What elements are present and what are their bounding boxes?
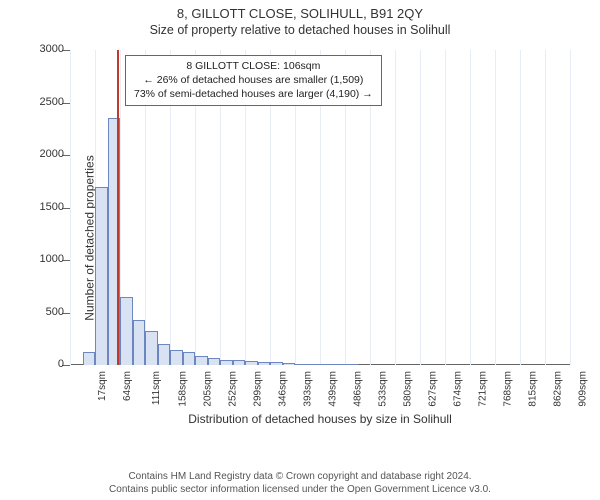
x-tick-label: 862sqm (553, 371, 564, 407)
x-tick-label: 299sqm (253, 371, 264, 407)
grid-line (420, 50, 421, 365)
histogram-bar (245, 361, 258, 365)
histogram-bar (320, 364, 333, 365)
x-tick-label: 158sqm (178, 371, 189, 407)
histogram-bar (345, 364, 358, 365)
histogram-bar (208, 358, 221, 365)
y-tick-label: 2500 (40, 96, 64, 108)
y-tick-label: 1000 (40, 253, 64, 265)
grid-line (545, 50, 546, 365)
x-tick-label: 533sqm (377, 371, 388, 407)
histogram-bar (195, 356, 208, 365)
histogram-bar (183, 352, 196, 365)
x-tick-label: 721sqm (477, 371, 488, 407)
histogram-bar (133, 320, 146, 365)
histogram-bar (220, 360, 233, 365)
plot-region: 05001000150020002500300017sqm64sqm111sqm… (70, 50, 570, 365)
histogram-bar (120, 297, 133, 365)
x-tick-label: 768sqm (502, 371, 513, 407)
footer-line-1: Contains HM Land Registry data © Crown c… (0, 470, 600, 483)
histogram-bar (233, 360, 246, 365)
x-tick-label: 111sqm (151, 371, 162, 405)
y-tick-label: 2000 (40, 148, 64, 160)
property-marker-line (117, 50, 119, 365)
histogram-bar (333, 364, 346, 365)
histogram-bar (258, 362, 271, 365)
x-axis-label: Distribution of detached houses by size … (70, 412, 570, 426)
grid-line (445, 50, 446, 365)
info-line-3: 73% of semi-detached houses are larger (… (134, 87, 373, 101)
histogram-bar (270, 362, 283, 365)
grid-line (70, 50, 71, 365)
histogram-bar (83, 352, 96, 365)
x-tick-label: 580sqm (402, 371, 413, 407)
x-tick-label: 64sqm (122, 371, 133, 401)
x-tick-label: 674sqm (452, 371, 463, 407)
x-tick-label: 252sqm (228, 371, 239, 407)
histogram-bar (158, 344, 171, 365)
x-tick-label: 627sqm (427, 371, 438, 407)
x-tick-label: 17sqm (97, 371, 108, 401)
x-tick-label: 486sqm (352, 371, 363, 407)
grid-line (395, 50, 396, 365)
footer-line-2: Contains public sector information licen… (0, 483, 600, 496)
histogram-bar (145, 331, 158, 365)
chart-area: Number of detached properties 0500100015… (35, 50, 580, 425)
footer-attribution: Contains HM Land Registry data © Crown c… (0, 470, 600, 496)
y-tick-label: 0 (58, 358, 64, 370)
y-tick-label: 1500 (40, 201, 64, 213)
histogram-bar (308, 364, 321, 365)
y-tick-label: 500 (46, 306, 64, 318)
x-tick-label: 346sqm (278, 371, 289, 407)
histogram-bar (283, 363, 296, 365)
info-box: 8 GILLOTT CLOSE: 106sqm← 26% of detached… (125, 55, 382, 106)
info-line-1: 8 GILLOTT CLOSE: 106sqm (134, 59, 373, 73)
chart-subtitle: Size of property relative to detached ho… (0, 21, 600, 39)
x-tick-label: 815sqm (527, 371, 538, 407)
histogram-bar (295, 364, 308, 365)
histogram-bar (95, 187, 108, 366)
x-tick-label: 909sqm (578, 371, 589, 407)
x-tick-label: 439sqm (327, 371, 338, 407)
histogram-bar (170, 350, 183, 365)
info-line-2: ← 26% of detached houses are smaller (1,… (134, 73, 373, 87)
x-tick-label: 205sqm (203, 371, 214, 407)
x-tick-label: 393sqm (303, 371, 314, 407)
y-tick-label: 3000 (40, 43, 64, 55)
grid-line (570, 50, 571, 365)
grid-line (520, 50, 521, 365)
grid-line (495, 50, 496, 365)
page-title: 8, GILLOTT CLOSE, SOLIHULL, B91 2QY (0, 0, 600, 21)
grid-line (470, 50, 471, 365)
